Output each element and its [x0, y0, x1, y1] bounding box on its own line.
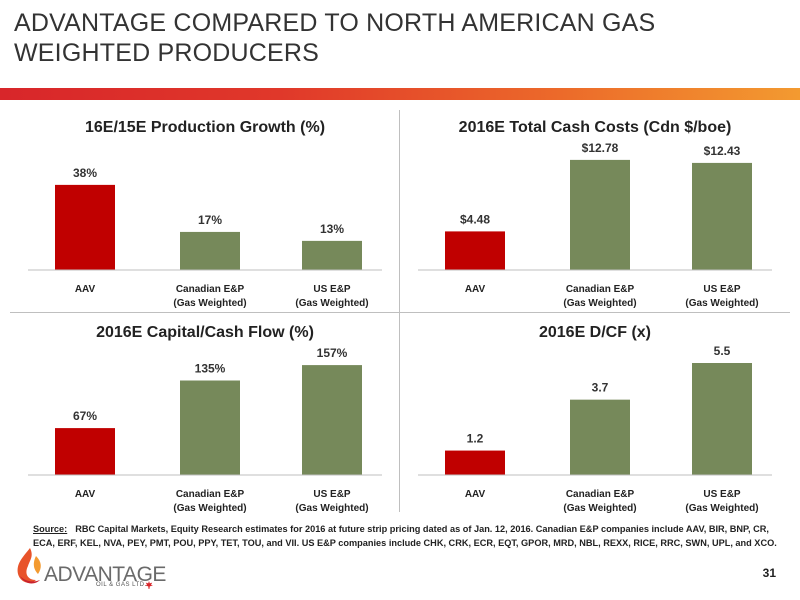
- category-tick-label: (Gas Weighted): [685, 298, 758, 309]
- chart-title: 2016E D/CF (x): [539, 324, 651, 341]
- bar-us-ep: [692, 162, 752, 270]
- bar-value-label: $12.78: [582, 141, 619, 155]
- bar-aav: [445, 450, 505, 475]
- bar-us-ep: [302, 240, 362, 270]
- category-tick-label: (Gas Weighted): [295, 503, 368, 514]
- category-tick-label: Canadian E&P: [176, 284, 245, 295]
- bar-canadian-ep: [180, 380, 240, 475]
- chart-svg: 16E/15E Production Growth (%) 38% AAV 17% Ca…: [28, 119, 382, 309]
- production-growth-chart: 16E/15E Production Growth (%) 38% AAV 17% Ca…: [20, 110, 390, 310]
- maple-leaf-icon: [145, 581, 153, 589]
- chart-title: 2016E Capital/Cash Flow (%): [96, 324, 314, 341]
- bar-us-ep: [302, 365, 362, 475]
- total-cash-costs-chart: 2016E Total Cash Costs (Cdn $/boe) $4.48 A…: [410, 110, 780, 310]
- bar-value-label: 17%: [198, 213, 222, 227]
- category-tick-label: US E&P: [313, 489, 351, 500]
- bar-value-label: $12.43: [704, 144, 741, 158]
- bar-value-label: 38%: [73, 166, 97, 180]
- debt-cash-flow-chart: 2016E D/CF (x) 1.2 AAV 3.7 Canadian E&P (Gas …: [410, 315, 780, 515]
- bar-value-label: 157%: [317, 346, 348, 360]
- category-tick-label: Canadian E&P: [176, 489, 245, 500]
- bar-aav: [55, 428, 115, 475]
- category-tick-label: US E&P: [703, 284, 741, 295]
- slide-title-line-2: WEIGHTED PRODUCERS: [14, 39, 320, 67]
- capital-cash-flow-chart: 2016E Capital/Cash Flow (%) 67% AAV 135% Can…: [20, 315, 390, 515]
- bar-canadian-ep: [570, 159, 630, 270]
- bar-value-label: 3.7: [592, 381, 609, 395]
- category-tick-label: (Gas Weighted): [563, 298, 636, 309]
- bar-value-label: 5.5: [714, 344, 731, 358]
- category-tick-label: Canadian E&P: [566, 284, 635, 295]
- chart-svg: 2016E Total Cash Costs (Cdn $/boe) $4.48 A…: [418, 119, 772, 309]
- chart-title: 16E/15E Production Growth (%): [85, 119, 325, 136]
- category-tick-label: (Gas Weighted): [173, 503, 246, 514]
- title-gradient-band: [0, 88, 800, 100]
- chart-title: 2016E Total Cash Costs (Cdn $/boe): [459, 119, 732, 136]
- category-tick-label: (Gas Weighted): [563, 503, 636, 514]
- logo-subtitle: OIL & GAS LTD.: [96, 582, 147, 588]
- category-tick-label: AAV: [465, 284, 486, 295]
- category-tick-label: (Gas Weighted): [295, 298, 368, 309]
- source-note: Source: RBC Capital Markets, Equity Resea…: [33, 522, 778, 550]
- bar-value-label: 67%: [73, 409, 97, 423]
- category-tick-label: AAV: [465, 489, 486, 500]
- source-text: RBC Capital Markets, Equity Research est…: [33, 524, 777, 548]
- page-number: 31: [762, 566, 776, 580]
- bar-us-ep: [692, 363, 752, 475]
- slide-title-line-1: ADVANTAGE COMPARED TO NORTH AMERICAN GAS: [14, 9, 656, 37]
- bar-value-label: 1.2: [467, 432, 484, 446]
- category-tick-label: Canadian E&P: [566, 489, 635, 500]
- bar-value-label: 135%: [195, 362, 226, 376]
- bar-value-label: $4.48: [460, 212, 490, 226]
- category-tick-label: (Gas Weighted): [173, 298, 246, 309]
- chart-svg: 2016E D/CF (x) 1.2 AAV 3.7 Canadian E&P (Gas …: [418, 324, 772, 514]
- logo-wordmark: ADVANTAGE: [44, 563, 166, 586]
- quadrant-divider-vertical: [399, 110, 400, 512]
- slide-title: ADVANTAGE COMPARED TO NORTH AMERICAN GAS…: [14, 8, 714, 68]
- chart-svg: 2016E Capital/Cash Flow (%) 67% AAV 135% Can…: [28, 324, 382, 514]
- category-tick-label: US E&P: [313, 284, 351, 295]
- quadrant-divider-horizontal: [10, 312, 790, 313]
- flame-logo-icon: [17, 548, 41, 584]
- bar-aav: [445, 231, 505, 270]
- category-tick-label: AAV: [75, 489, 96, 500]
- source-label: Source:: [33, 524, 68, 534]
- category-tick-label: US E&P: [703, 489, 741, 500]
- bar-canadian-ep: [570, 399, 630, 475]
- category-tick-label: AAV: [75, 284, 96, 295]
- category-tick-label: (Gas Weighted): [685, 503, 758, 514]
- bar-canadian-ep: [180, 231, 240, 270]
- bar-aav: [55, 184, 115, 270]
- advantage-logo: ADVANTAGE OIL & GAS LTD.: [12, 544, 166, 590]
- bar-value-label: 13%: [320, 222, 344, 236]
